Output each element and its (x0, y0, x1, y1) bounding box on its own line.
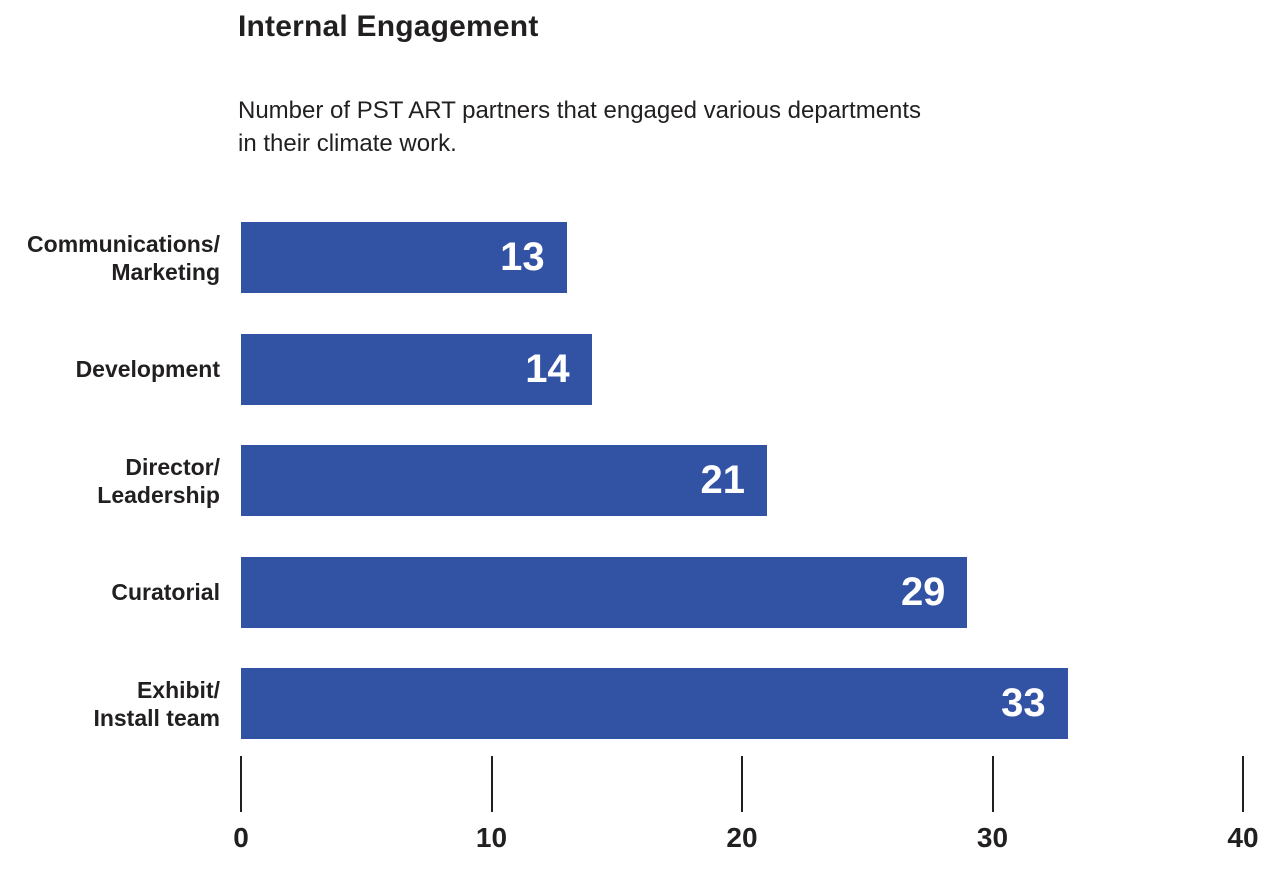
bar-row: Exhibit/Install team 33 (0, 668, 1280, 739)
bar-value-label: 33 (1001, 681, 1046, 725)
bar: 21 (241, 445, 768, 516)
bar-row: Curatorial 29 (0, 556, 1280, 628)
category-label-line: Director/ (125, 453, 220, 480)
chart-subtitle: Number of PST ART partners that engaged … (238, 94, 921, 160)
category-label-line: Install team (93, 704, 220, 731)
bar: 33 (241, 668, 1068, 739)
bar-value-label: 29 (900, 569, 946, 614)
chart-subtitle-line-1: Number of PST ART partners that engaged … (238, 97, 922, 124)
category-label-line: Exhibit/ (136, 676, 220, 703)
category-label-line: Development (75, 356, 220, 382)
bar-value-label: 21 (700, 458, 746, 502)
bar-value-label: 13 (500, 235, 545, 279)
bar-value-label: 14 (525, 346, 570, 391)
tick-label: 30 (976, 822, 1009, 853)
tick-label: 20 (726, 822, 758, 853)
bar-row: Director/Leadership 21 (0, 445, 1280, 516)
chart-title: Internal Engagement (238, 10, 539, 43)
category-label-line: Leadership (97, 481, 220, 508)
category-label-line: Marketing (111, 258, 220, 285)
tick-label: 0 (233, 822, 249, 853)
tick-label: 40 (1227, 822, 1259, 853)
bar: 14 (241, 333, 592, 405)
category-label: Exhibit/Install team (0, 668, 220, 739)
bar: 29 (241, 556, 968, 628)
bar-row: Development 14 (0, 333, 1280, 405)
tick-mark (741, 756, 743, 812)
tick-mark (1242, 756, 1244, 812)
bar: 13 (241, 222, 567, 293)
tick-mark (240, 756, 242, 812)
tick-label: 10 (475, 822, 508, 853)
category-label: Development (0, 334, 220, 405)
tick-mark (490, 756, 493, 812)
category-label-line: Curatorial (111, 579, 220, 605)
category-label-line: Communications/ (27, 230, 220, 257)
category-label: Curatorial (0, 557, 220, 628)
chart-subtitle-line-2: in their climate work. (238, 130, 457, 157)
category-label: Director/Leadership (0, 445, 220, 516)
category-label: Communications/Marketing (0, 222, 220, 293)
tick-mark (991, 756, 994, 812)
bar-row: Communications/Marketing 13 (0, 222, 1280, 293)
